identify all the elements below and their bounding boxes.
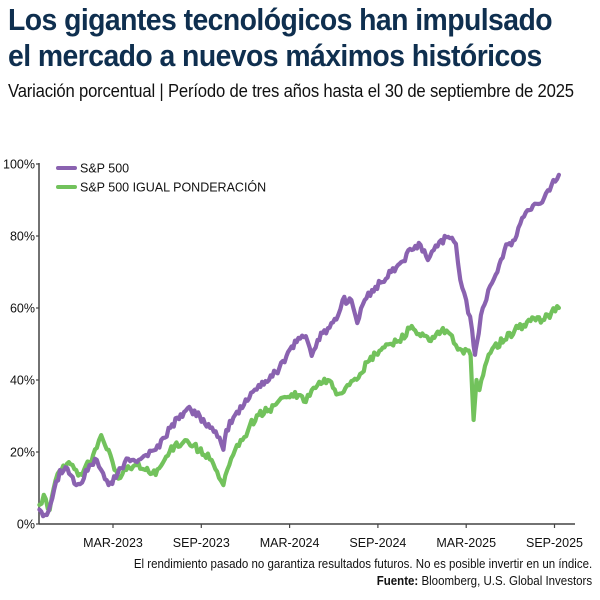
chart-title-line-1: Los gigantes tecnológicos han impulsado bbox=[8, 3, 553, 37]
series-layer bbox=[37, 172, 561, 519]
disclaimer: El rendimiento pasado no garantiza resul… bbox=[133, 557, 592, 571]
x-tick-label: SEP-2025 bbox=[526, 536, 583, 550]
x-tick-label: SEP-2024 bbox=[349, 536, 406, 550]
y-tick-label: 20% bbox=[10, 446, 35, 460]
y-tick-label: 0% bbox=[17, 518, 35, 532]
legend: S&P 500 S&P 500 IGUAL PONDERACIÓN bbox=[56, 162, 266, 195]
source-text: Bloomberg, U.S. Global Investors bbox=[418, 574, 592, 588]
chart-title: Los gigantes tecnológicos han impulsado … bbox=[8, 2, 557, 74]
source-note: Fuente: Bloomberg, U.S. Global Investors bbox=[377, 574, 592, 588]
series-line-sp500 bbox=[37, 172, 561, 519]
x-tick-label: SEP-2023 bbox=[173, 536, 230, 550]
y-tick-label: 100% bbox=[3, 158, 35, 172]
y-tick-label: 80% bbox=[10, 230, 35, 244]
series-line-equal-weight bbox=[37, 304, 561, 513]
chart-subtitle: Variación porcentual | Período de tres a… bbox=[8, 80, 574, 101]
x-tick-label: MAR-2025 bbox=[436, 536, 496, 550]
axes: 0% 20% 40% 60% 80% 100% MAR-2023 SEP-2023 MAR-20… bbox=[3, 158, 583, 551]
legend-label-equal-weight: S&P 500 IGUAL PONDERACIÓN bbox=[80, 180, 266, 195]
chart-title-line-2: el mercado a nuevos máximos históricos bbox=[8, 39, 542, 73]
y-tick-label: 40% bbox=[10, 374, 35, 388]
legend-label-sp500: S&P 500 bbox=[80, 162, 129, 176]
x-tick-label: MAR-2024 bbox=[260, 536, 320, 550]
source-label: Fuente: bbox=[376, 574, 419, 588]
y-tick-label: 60% bbox=[10, 302, 35, 316]
x-tick-label: MAR-2023 bbox=[83, 536, 143, 550]
